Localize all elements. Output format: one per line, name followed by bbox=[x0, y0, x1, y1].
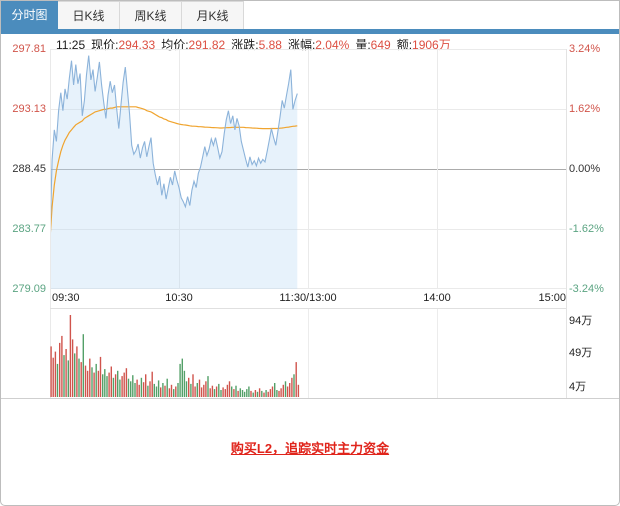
volume-axis-4: 4万 bbox=[569, 381, 587, 393]
plot-right-border bbox=[566, 49, 567, 398]
tab-monthly-k[interactable]: 月K线 bbox=[182, 1, 244, 29]
tab-bar: 分时图 日K线 周K线 月K线 bbox=[1, 1, 619, 29]
y-axis-pct-3: 0.00% bbox=[569, 163, 601, 175]
turnover-readout: 额:1906万 bbox=[396, 38, 451, 52]
y-axis-pct-4: -1.62% bbox=[569, 223, 604, 235]
tab-daily-k[interactable]: 日K线 bbox=[58, 1, 120, 29]
y-axis-price-3: 288.45 bbox=[12, 163, 46, 175]
volume-axis-94: 94万 bbox=[569, 315, 593, 327]
volume-pane-bottom-border bbox=[1, 398, 619, 399]
y-axis-price-5: 279.09 bbox=[12, 283, 46, 295]
quote-time: 11:25 bbox=[56, 38, 86, 52]
x-axis-0930: 09:30 bbox=[52, 292, 80, 304]
y-axis-pct-2: 1.62% bbox=[569, 103, 601, 115]
x-axis-1030: 10:30 bbox=[165, 292, 193, 304]
footer-area: 购买L2，追踪实时主力资金 bbox=[1, 438, 619, 458]
y-axis-pct-1: 3.24% bbox=[569, 43, 601, 55]
change-percent: 涨幅:2.04% bbox=[287, 38, 350, 52]
x-axis-1400: 14:00 bbox=[423, 292, 451, 304]
tab-intraday[interactable]: 分时图 bbox=[1, 1, 58, 29]
y-axis-pct-5: -3.24% bbox=[569, 283, 604, 295]
x-axis-1130-1300: 11:30/13:00 bbox=[279, 292, 337, 304]
buy-l2-link[interactable]: 购买L2，追踪实时主力资金 bbox=[230, 441, 390, 456]
y-axis-price-4: 283.77 bbox=[12, 223, 46, 235]
volume-axis-49: 49万 bbox=[569, 347, 593, 359]
volume-bar-chart[interactable] bbox=[50, 309, 566, 398]
quote-info-bar: 11:25 现价:294.33 均价:291.82 涨跌:5.88 涨幅:2.04% 量:… bbox=[56, 36, 457, 53]
price-change: 涨跌:5.88 bbox=[231, 38, 282, 52]
tab-weekly-k[interactable]: 周K线 bbox=[120, 1, 182, 29]
current-price: 现价:294.33 bbox=[91, 38, 156, 52]
average-price: 均价:291.82 bbox=[161, 38, 226, 52]
y-axis-price-2: 293.13 bbox=[12, 103, 46, 115]
x-axis-1500: 15:00 bbox=[538, 292, 566, 304]
plot-left-border bbox=[50, 49, 51, 398]
volume-readout: 量:649 bbox=[355, 38, 391, 52]
intraday-price-chart[interactable] bbox=[50, 49, 566, 289]
y-axis-price-1: 297.81 bbox=[12, 43, 46, 55]
volume-pane-top-border bbox=[50, 308, 566, 309]
active-tab-strip bbox=[1, 29, 619, 34]
